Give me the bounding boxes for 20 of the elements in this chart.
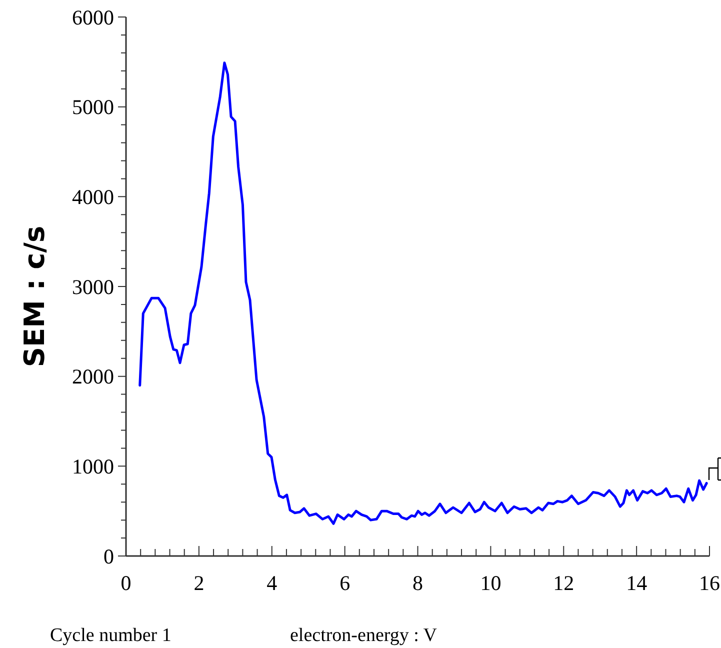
y-tick-label: 6000 xyxy=(72,5,114,30)
y-tick-label: 2000 xyxy=(72,364,114,389)
y-tick-label: 5000 xyxy=(72,95,114,120)
x-tick-label: 2 xyxy=(194,571,204,595)
x-tick-label: 12 xyxy=(553,571,574,595)
x-tick-label: 0 xyxy=(120,571,132,595)
x-axis-title: electron-energy : V xyxy=(290,625,438,646)
x-tick-label: 10 xyxy=(480,571,502,595)
y-axis-title: SEM : c/s xyxy=(18,226,51,368)
x-tick-label: 16 xyxy=(699,571,720,595)
x-tick-label: 4 xyxy=(266,571,278,595)
line-series xyxy=(138,62,708,525)
x-tick-label: 14 xyxy=(626,571,648,595)
x-tick-label: 8 xyxy=(412,571,423,595)
y-tick-label: 0 xyxy=(104,544,114,568)
x-tick-label: 6 xyxy=(340,571,350,595)
y-tick-label: 1000 xyxy=(72,454,114,479)
y-tick-label: 4000 xyxy=(72,185,114,210)
y-tick-label: 3000 xyxy=(72,274,114,299)
text: Cycle number 1 xyxy=(50,625,172,646)
